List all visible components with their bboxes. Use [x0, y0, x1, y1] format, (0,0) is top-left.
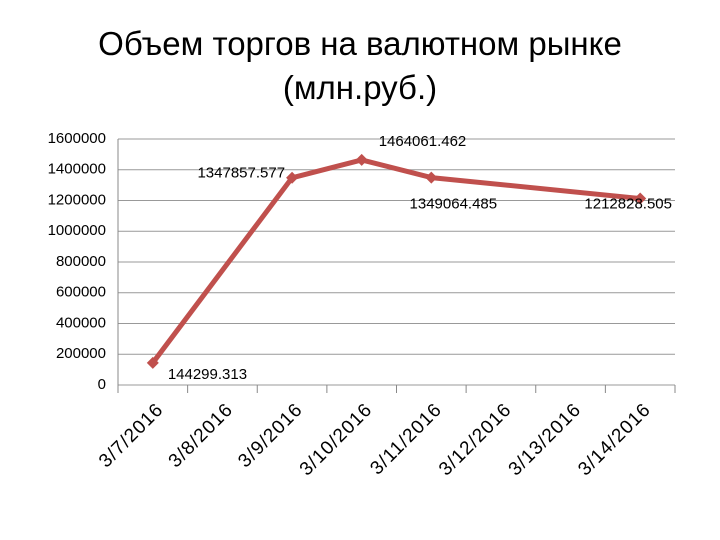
x-tick-label: 3/13/2016 [505, 399, 586, 480]
marker [634, 192, 647, 205]
y-tick-label: 1000000 [48, 222, 106, 239]
y-tick-label: 1600000 [48, 130, 106, 147]
data-label: 1347857.577 [197, 165, 285, 182]
y-tick-label: 600000 [56, 284, 106, 301]
data-label: 1464061.462 [379, 133, 467, 150]
data-label: 144299.313 [168, 366, 247, 383]
marker [425, 171, 438, 184]
line [150, 157, 641, 365]
x-tick-label: 3/11/2016 [366, 399, 446, 479]
y-tick-label: 1400000 [48, 161, 106, 178]
y-tick-label: 200000 [56, 345, 106, 362]
marker [146, 356, 159, 369]
y-tick-label: 400000 [56, 314, 106, 331]
x-tick-label: 3/8/2016 [165, 399, 238, 472]
chart-title: Объем торгов на валютном рынке (млн.руб.… [98, 25, 622, 106]
x-tick-label: 3/10/2016 [296, 399, 377, 480]
x-tick-label: 3/14/2016 [574, 399, 655, 480]
marker [286, 171, 299, 184]
y-tick-label: 1200000 [48, 191, 106, 208]
y-tick-label: 800000 [56, 253, 106, 270]
data-label: 1212828.505 [584, 195, 672, 212]
x-tick-label: 3/7/2016 [95, 399, 168, 472]
marker [355, 153, 368, 166]
data-label: 1349064.485 [410, 196, 498, 213]
y-tick-label: 0 [98, 376, 106, 393]
x-tick-label: 3/12/2016 [435, 399, 516, 480]
x-tick-label: 3/9/2016 [234, 399, 307, 472]
